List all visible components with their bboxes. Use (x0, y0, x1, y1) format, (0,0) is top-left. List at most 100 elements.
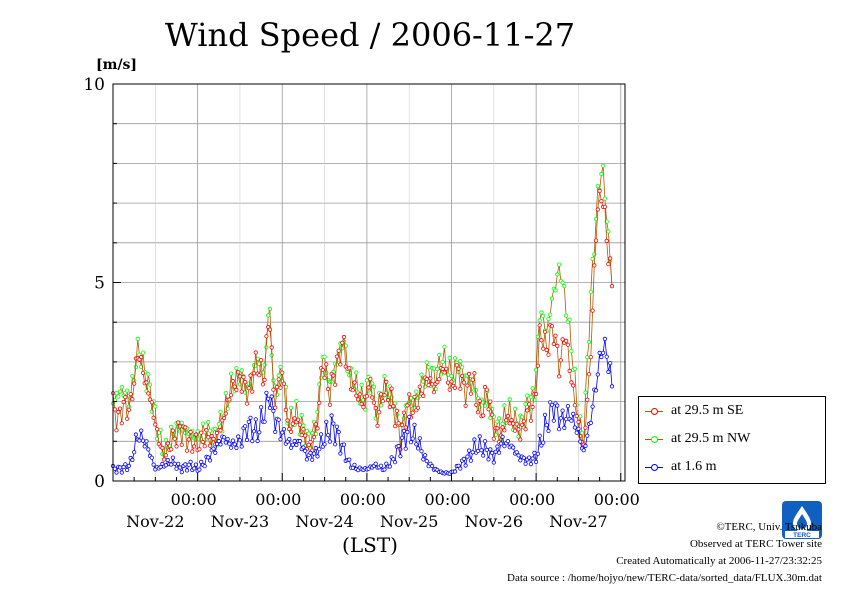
data-point (234, 365, 239, 371)
data-point (392, 423, 398, 429)
data-point (463, 403, 468, 408)
data-point (604, 354, 609, 359)
data-point (125, 416, 130, 421)
data-point (424, 376, 429, 382)
data-point (315, 454, 320, 459)
data-point (504, 418, 509, 423)
data-point (606, 262, 611, 267)
data-point (170, 428, 175, 433)
data-point (422, 452, 428, 458)
data-point (193, 432, 198, 437)
data-point (599, 354, 604, 360)
data-point (227, 441, 232, 446)
data-point (139, 428, 144, 433)
data-point (537, 433, 542, 438)
grid-lines (113, 84, 625, 481)
data-point (199, 430, 204, 435)
data-point (213, 450, 218, 455)
data-point (431, 390, 436, 395)
data-point (474, 402, 479, 407)
data-point (338, 451, 343, 456)
data-point (140, 370, 146, 375)
data-point (512, 406, 518, 411)
data-point (236, 370, 241, 375)
data-point (465, 454, 470, 459)
data-point (222, 435, 227, 440)
data-point (447, 355, 452, 360)
data-point (377, 410, 382, 415)
data-point (352, 462, 357, 467)
data-point (428, 376, 433, 381)
data-point (495, 426, 500, 431)
data-point (288, 405, 294, 410)
data-point (585, 433, 590, 438)
data-point (403, 425, 408, 430)
data-point (126, 463, 131, 468)
data-point (484, 387, 489, 392)
data-point (276, 377, 281, 382)
data-point (206, 435, 211, 440)
data-point (465, 383, 470, 388)
data-point (410, 410, 415, 415)
data-point (186, 462, 191, 467)
data-point (260, 382, 265, 387)
data-point (299, 432, 304, 438)
data-point (523, 461, 528, 466)
data-point (297, 438, 302, 444)
data-point (447, 387, 452, 392)
legend-label-low: at 1.6 m (671, 459, 717, 474)
data-point (133, 364, 138, 370)
data-point (274, 392, 280, 397)
data-point (396, 421, 401, 426)
data-point (452, 469, 458, 474)
data-point (512, 428, 518, 433)
data-point (304, 457, 309, 462)
data-point (262, 362, 267, 367)
data-point (541, 440, 546, 445)
data-point (444, 366, 449, 371)
data-point (371, 400, 376, 405)
data-point (364, 394, 369, 399)
data-point (466, 371, 472, 376)
data-point (521, 455, 526, 460)
data-point (599, 199, 604, 204)
x-tick-time-label: 00:00 (340, 490, 386, 509)
data-point (556, 374, 562, 379)
data-point (336, 429, 341, 435)
data-point (301, 423, 306, 428)
data-point (118, 389, 123, 394)
data-point (169, 447, 174, 452)
data-point (530, 456, 535, 461)
data-point (470, 450, 475, 455)
data-point (144, 380, 149, 385)
data-point (290, 442, 295, 447)
data-point (301, 445, 306, 450)
data-point (378, 463, 384, 468)
data-point (528, 461, 534, 467)
data-point (304, 428, 309, 433)
data-point (114, 390, 119, 396)
data-point (578, 414, 583, 419)
data-point (257, 430, 262, 435)
legend-item-nw: at 29.5 m NW (645, 429, 750, 449)
data-point (338, 362, 343, 367)
data-point (452, 356, 458, 361)
y-unit-label: [m/s] (96, 57, 137, 73)
data-point (539, 338, 544, 343)
data-point (334, 424, 339, 429)
data-point (472, 437, 477, 442)
data-point (382, 467, 387, 472)
data-point (116, 409, 121, 415)
data-point (273, 429, 278, 434)
data-point (407, 392, 412, 397)
data-point (563, 313, 569, 318)
data-point (163, 463, 168, 468)
data-point (125, 467, 130, 473)
data-point (558, 358, 563, 363)
data-point (137, 438, 142, 443)
data-point (232, 442, 237, 447)
data-point (502, 403, 507, 408)
data-point (567, 368, 572, 373)
data-point (199, 459, 204, 464)
